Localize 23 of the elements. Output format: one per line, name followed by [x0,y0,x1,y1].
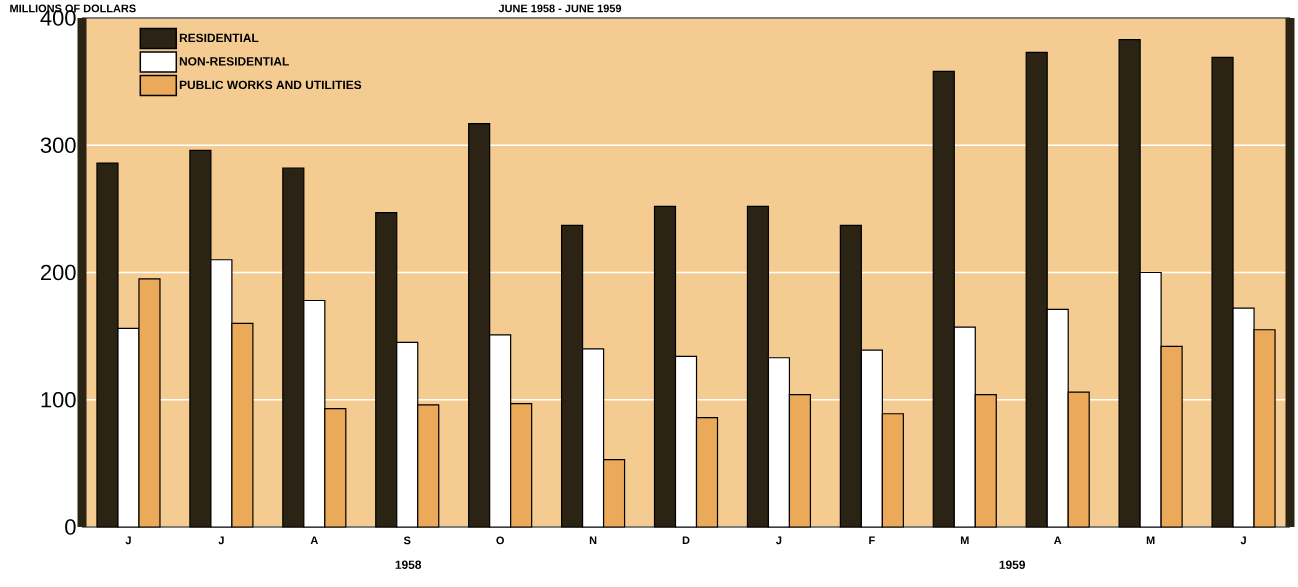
x-tick-label: M [1146,536,1155,545]
legend-label: RESIDENTIAL [179,33,259,43]
y-tick-label: 100 [41,391,76,408]
legend-label: PUBLIC WORKS AND UTILITIES [179,80,362,90]
chart-subtitle: JUNE 1958 - JUNE 1959 [498,4,622,13]
x-tick-label: J [218,536,224,545]
text: 1959 [999,560,1026,569]
x-tick-label: A [310,536,318,545]
x-tick-label: M [960,536,969,545]
x-tick-label: J [125,536,131,545]
y-tick-label: 200 [41,264,76,281]
legend-label: NON-RESIDENTIAL [179,57,289,66]
x-tick-label: F [869,536,875,545]
x-tick-label: O [496,536,504,545]
x-tick-label: A [1054,536,1062,545]
x-tick-label: J [1240,536,1246,545]
text: 1958 [395,560,422,569]
y-tick-label: 0 [65,519,76,535]
x-tick-label: J [776,536,782,545]
x-tick-label: D [682,536,690,545]
x-tick-label: N [589,536,597,545]
y-tick-label: 300 [40,137,76,153]
x-tick-label: S [403,536,411,545]
